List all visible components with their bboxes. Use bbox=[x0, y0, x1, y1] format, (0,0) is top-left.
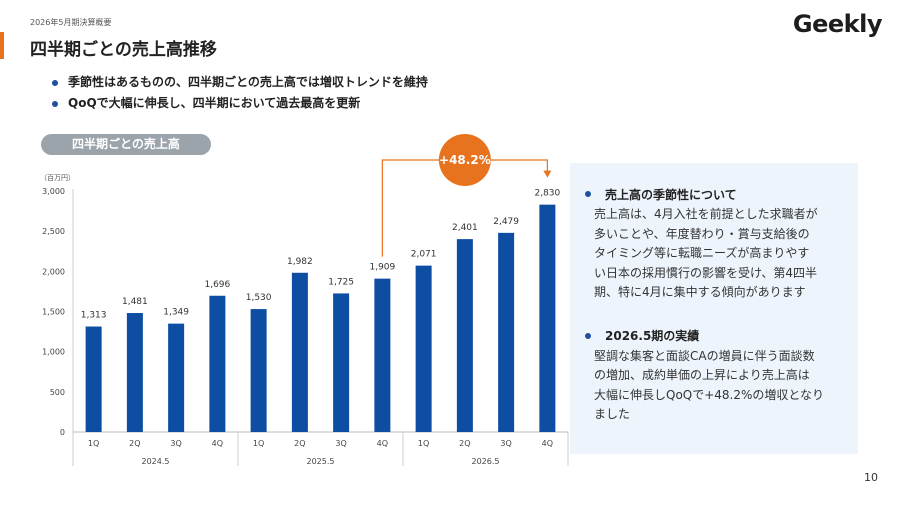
growth-arrow-icon bbox=[543, 170, 552, 178]
x-tick-label: 2Q bbox=[294, 439, 305, 448]
x-tick-label: 3Q bbox=[335, 439, 346, 448]
y-tick-label: 2,500 bbox=[42, 227, 65, 236]
y-tick-label: 500 bbox=[50, 388, 65, 397]
bullet-dot-icon bbox=[585, 332, 591, 339]
summary-bullet: 季節性はあるものの、四半期ごとの売上高では増収トレンドを維持 bbox=[52, 72, 428, 93]
y-tick-label: 1,000 bbox=[42, 348, 65, 357]
growth-badge-label: +48.2% bbox=[439, 153, 491, 167]
chart-bar bbox=[250, 309, 267, 432]
y-tick-label: 3,000 bbox=[42, 187, 65, 196]
bar-value-label: 1,349 bbox=[163, 308, 189, 318]
chart-bar bbox=[291, 272, 308, 432]
chart-bar bbox=[333, 293, 350, 432]
x-tick-label: 4Q bbox=[212, 439, 223, 448]
chart-title-pill: 四半期ごとの売上高 bbox=[41, 134, 211, 155]
x-tick-label: 3Q bbox=[170, 439, 181, 448]
bar-value-label: 2,401 bbox=[452, 223, 478, 233]
chart-bar bbox=[498, 232, 515, 432]
x-tick-label: 4Q bbox=[377, 439, 388, 448]
y-unit-label: （百万円） bbox=[40, 174, 75, 182]
summary-bullets: 季節性はあるものの、四半期ごとの売上高では増収トレンドを維持 QoQで大幅に伸長… bbox=[52, 72, 428, 114]
y-tick-label: 1,500 bbox=[42, 308, 65, 317]
x-tick-label: 2Q bbox=[459, 439, 470, 448]
x-tick-label: 1Q bbox=[418, 439, 429, 448]
header-subtitle: 2026年5月期決算概要 bbox=[30, 18, 112, 27]
bar-value-label: 1,696 bbox=[204, 280, 230, 290]
company-logo: Geekly bbox=[792, 10, 883, 38]
bar-value-label: 2,071 bbox=[411, 250, 437, 260]
chart-bar bbox=[415, 265, 432, 432]
group-label: 2024.5 bbox=[142, 457, 170, 466]
bar-value-label: 1,725 bbox=[328, 277, 354, 287]
chart-bar bbox=[168, 323, 185, 432]
y-tick-label: 0 bbox=[60, 428, 65, 437]
page-number: 10 bbox=[864, 471, 878, 484]
title-accent-bar bbox=[0, 32, 4, 59]
x-tick-label: 2Q bbox=[129, 439, 140, 448]
x-tick-label: 4Q bbox=[542, 439, 553, 448]
bar-value-label: 2,479 bbox=[493, 217, 519, 227]
bar-value-label: 1,982 bbox=[287, 257, 313, 267]
growth-badge-circle bbox=[438, 134, 491, 186]
chart-bar bbox=[126, 313, 143, 432]
page-title: 四半期ごとの売上高推移 bbox=[30, 40, 217, 60]
x-tick-label: 3Q bbox=[500, 439, 511, 448]
chart-bar bbox=[539, 204, 556, 432]
commentary-panel: 売上高の季節性について 売上高は、4月入社を前提とした求職者が 多いことや、年度… bbox=[570, 163, 858, 454]
chart-bar bbox=[374, 278, 391, 432]
bar-value-label: 1,481 bbox=[122, 297, 148, 307]
panel-heading-results: 2026.5期の実績 bbox=[585, 327, 845, 345]
bar-value-label: 1,530 bbox=[246, 293, 272, 303]
bullet-dot-icon bbox=[52, 100, 58, 107]
bar-value-label: 2,830 bbox=[534, 189, 560, 199]
bar-value-label: 1,313 bbox=[81, 311, 107, 321]
y-tick-label: 2,000 bbox=[42, 267, 65, 276]
group-label: 2026.5 bbox=[472, 457, 500, 466]
chart-bar bbox=[85, 326, 102, 432]
bullet-text: QoQで大幅に伸長し、四半期において過去最高を更新 bbox=[68, 96, 361, 110]
x-tick-label: 1Q bbox=[88, 439, 99, 448]
x-tick-label: 1Q bbox=[253, 439, 264, 448]
group-label: 2025.5 bbox=[307, 457, 335, 466]
bar-value-label: 1,909 bbox=[369, 263, 395, 273]
bullet-text: 季節性はあるものの、四半期ごとの売上高では増収トレンドを維持 bbox=[68, 75, 428, 89]
summary-bullet: QoQで大幅に伸長し、四半期において過去最高を更新 bbox=[52, 93, 428, 114]
bullet-dot-icon bbox=[52, 79, 58, 86]
bullet-dot-icon bbox=[585, 191, 591, 197]
chart-bar bbox=[209, 295, 226, 432]
panel-body-seasonality: 売上高は、4月入社を前提とした求職者が 多いことや、年度替わり・賞与支給後の タ… bbox=[594, 207, 818, 299]
chart-bar bbox=[456, 239, 473, 432]
panel-heading-seasonality: 売上高の季節性について bbox=[585, 185, 845, 203]
panel-body-results: 堅調な集客と面談CAの増員に伴う面談数 の増加、成約単価の上昇により売上高は 大… bbox=[594, 348, 825, 422]
